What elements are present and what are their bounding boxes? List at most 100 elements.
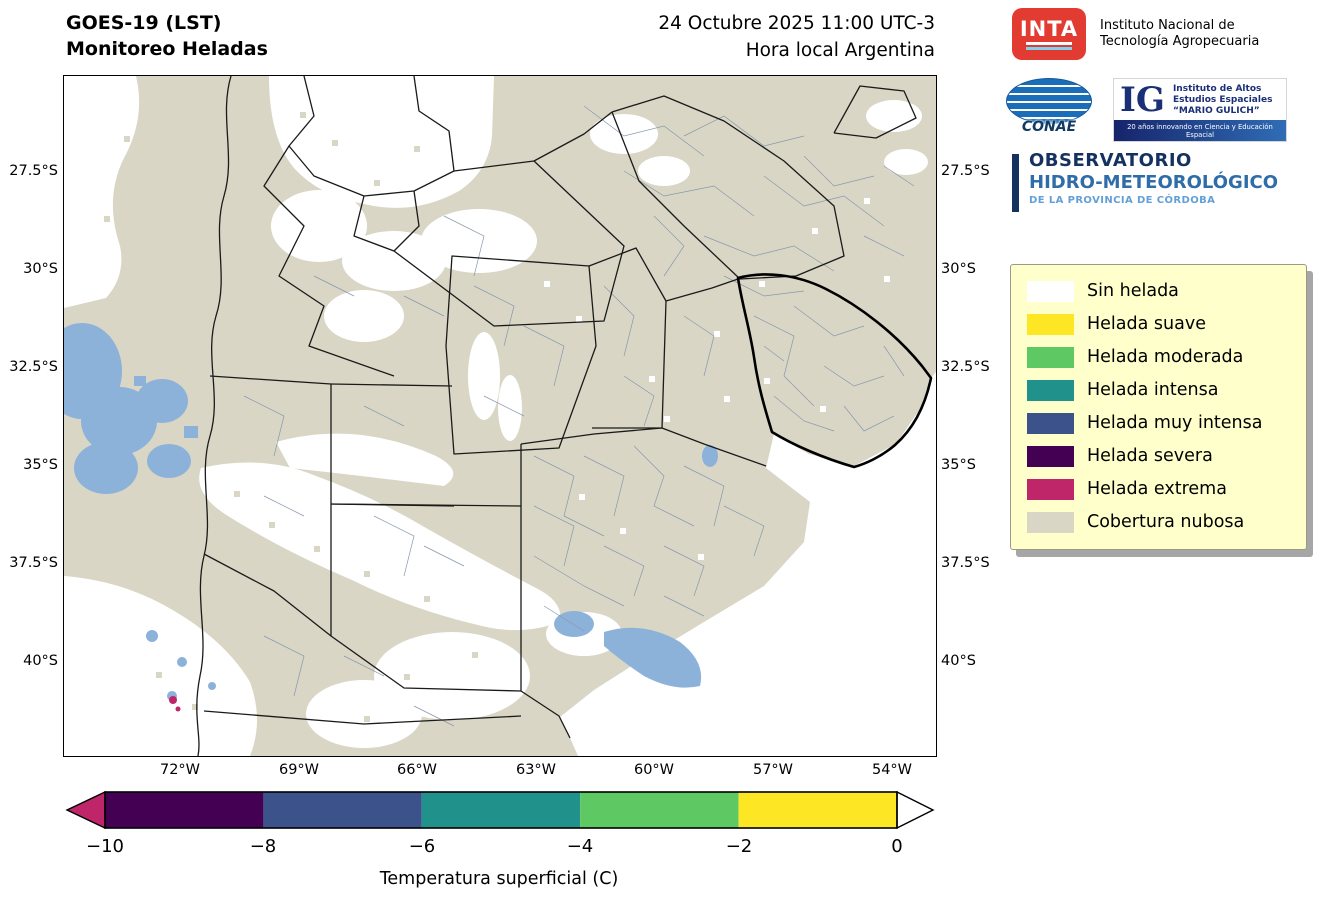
lat-label: 37.5°S — [941, 555, 990, 571]
map-canvas — [63, 75, 937, 757]
colorbar-tick: −8 — [249, 836, 277, 857]
province-borders — [196, 76, 917, 756]
colorbar-segment — [738, 792, 897, 828]
legend-swatch — [1027, 347, 1074, 368]
blue-frost-water-patches — [64, 323, 718, 701]
inta-stripe — [1026, 42, 1072, 45]
legend-swatch — [1027, 479, 1074, 500]
frost-free-areas — [64, 76, 936, 756]
legend-label: Helada moderada — [1087, 347, 1244, 367]
legend-item: Cobertura nubosa — [1027, 506, 1290, 539]
conae-globe-icon — [1006, 78, 1092, 124]
lat-label: 30°S — [23, 261, 58, 277]
logo-row: CONAE IG Instituto de Altos Estudios Esp… — [1005, 78, 1287, 142]
legend-label: Sin helada — [1087, 281, 1179, 301]
ohmc-logo: OBSERVATORIO HIDRO-METEOROLÓGICO DE LA P… — [1012, 150, 1278, 212]
legend-swatch — [1027, 314, 1074, 335]
legend-label: Cobertura nubosa — [1087, 512, 1245, 532]
colorbar-tick: −6 — [408, 836, 436, 857]
inta-name: Instituto Nacional de Tecnología Agropec… — [1100, 18, 1259, 50]
conae-label: CONAE — [1021, 119, 1077, 135]
lat-label: 37.5°S — [9, 555, 58, 571]
colorbar-tick: −10 — [86, 836, 124, 857]
colorbar-axis-label: Temperatura superficial (C) — [379, 869, 619, 889]
lat-label: 30°S — [941, 261, 976, 277]
inta-logo: INTA Instituto Nacional de Tecnología Ag… — [1012, 8, 1259, 60]
gulich-name-line2: Estudios Espaciales — [1172, 94, 1273, 105]
legend-label: Helada suave — [1087, 314, 1206, 334]
cloud-speckles — [104, 112, 478, 722]
legend-swatch — [1027, 413, 1074, 434]
gulich-name: Instituto de Altos Estudios Espaciales “… — [1173, 84, 1272, 117]
lon-label: 60°W — [633, 762, 675, 778]
legend-item: Helada suave — [1027, 308, 1290, 341]
datetime-line-2: Hora local Argentina — [745, 40, 935, 61]
ohmc-line1: OBSERVATORIO — [1029, 150, 1192, 171]
inta-stripe — [1026, 47, 1072, 50]
colorbar-segment — [263, 792, 422, 828]
uruguay-bold-outline — [736, 273, 933, 469]
lon-label: 57°W — [752, 762, 794, 778]
datetime-block: 24 Octubre 2025 11:00 UTC-3 Hora local A… — [475, 10, 935, 64]
inta-logo-icon: INTA — [1012, 8, 1086, 60]
gulich-name-line1: Instituto de Altos — [1172, 83, 1262, 94]
colorbar-segment — [105, 792, 264, 828]
colorbar-segment — [421, 792, 581, 828]
lat-label: 35°S — [941, 457, 976, 473]
lat-label: 32.5°S — [941, 359, 990, 375]
gulich-logo: IG Instituto de Altos Estudios Espaciale… — [1113, 78, 1287, 142]
map-svg — [64, 76, 936, 756]
lon-label: 72°W — [159, 762, 201, 778]
lat-label: 35°S — [23, 457, 58, 473]
legend-label: Helada intensa — [1087, 380, 1219, 400]
title-line-2: Monitoreo Heladas — [66, 38, 268, 60]
inta-name-line2: Tecnología Agropecuaria — [1100, 34, 1260, 49]
gulich-banner: 20 años innovando en Ciencia y Educación… — [1114, 120, 1286, 141]
colorbar — [63, 789, 935, 831]
lat-label: 27.5°S — [941, 163, 990, 179]
legend-swatch — [1027, 281, 1074, 302]
lat-label: 27.5°S — [9, 163, 58, 179]
lon-label: 69°W — [278, 762, 320, 778]
legend-label: Helada severa — [1087, 446, 1213, 466]
lat-label: 40°S — [23, 653, 58, 669]
colorbar-segment — [580, 792, 739, 828]
colorbar-under-arrow — [65, 790, 106, 830]
department-boundaries — [243, 105, 915, 727]
gulich-name-line3: “MARIO GULICH” — [1172, 105, 1260, 116]
legend-item: Helada intensa — [1027, 374, 1290, 407]
lon-label: 54°W — [871, 762, 913, 778]
ohmc-line3: DE LA PROVINCIA DE CÓRDOBA — [1029, 195, 1216, 206]
colorbar-ticks: −10 −8 −6 −4 −2 0 — [63, 836, 935, 860]
extreme-frost-spot — [169, 696, 181, 712]
legend-label: Helada extrema — [1087, 479, 1227, 499]
legend-swatch — [1027, 446, 1074, 467]
ohmc-line2: HIDRO-METEOROLÓGICO — [1029, 172, 1279, 193]
colorbar-tick: 0 — [891, 836, 903, 857]
colorbar-tick: −4 — [566, 836, 594, 857]
legend-item: Helada moderada — [1027, 341, 1290, 374]
legend-item: Helada extrema — [1027, 473, 1290, 506]
inta-name-line1: Instituto Nacional de — [1100, 18, 1235, 33]
lon-label: 63°W — [515, 762, 557, 778]
gulich-abbr: IG — [1120, 80, 1165, 120]
inta-abbr: INTA — [1019, 17, 1079, 41]
colorbar-tick: −2 — [725, 836, 753, 857]
legend-item: Helada muy intensa — [1027, 407, 1290, 440]
colorbar-over-arrow — [896, 790, 935, 830]
colorbar-frame — [104, 791, 898, 829]
title-line-1: GOES-19 (LST) — [66, 12, 222, 34]
legend-item: Sin helada — [1027, 275, 1290, 308]
lat-label: 40°S — [941, 653, 976, 669]
datetime-line-1: 24 Octubre 2025 11:00 UTC-3 — [658, 13, 935, 34]
legend-item: Helada severa — [1027, 440, 1290, 473]
legend-label: Helada muy intensa — [1087, 413, 1263, 433]
conae-logo: CONAE — [1005, 78, 1093, 136]
lat-label: 32.5°S — [9, 359, 58, 375]
ohmc-bar-icon — [1012, 154, 1019, 212]
lon-label: 66°W — [396, 762, 438, 778]
page-title: GOES-19 (LST) Monitoreo Heladas — [66, 10, 268, 62]
legend-swatch — [1027, 512, 1074, 533]
colorbar-svg — [65, 790, 935, 830]
